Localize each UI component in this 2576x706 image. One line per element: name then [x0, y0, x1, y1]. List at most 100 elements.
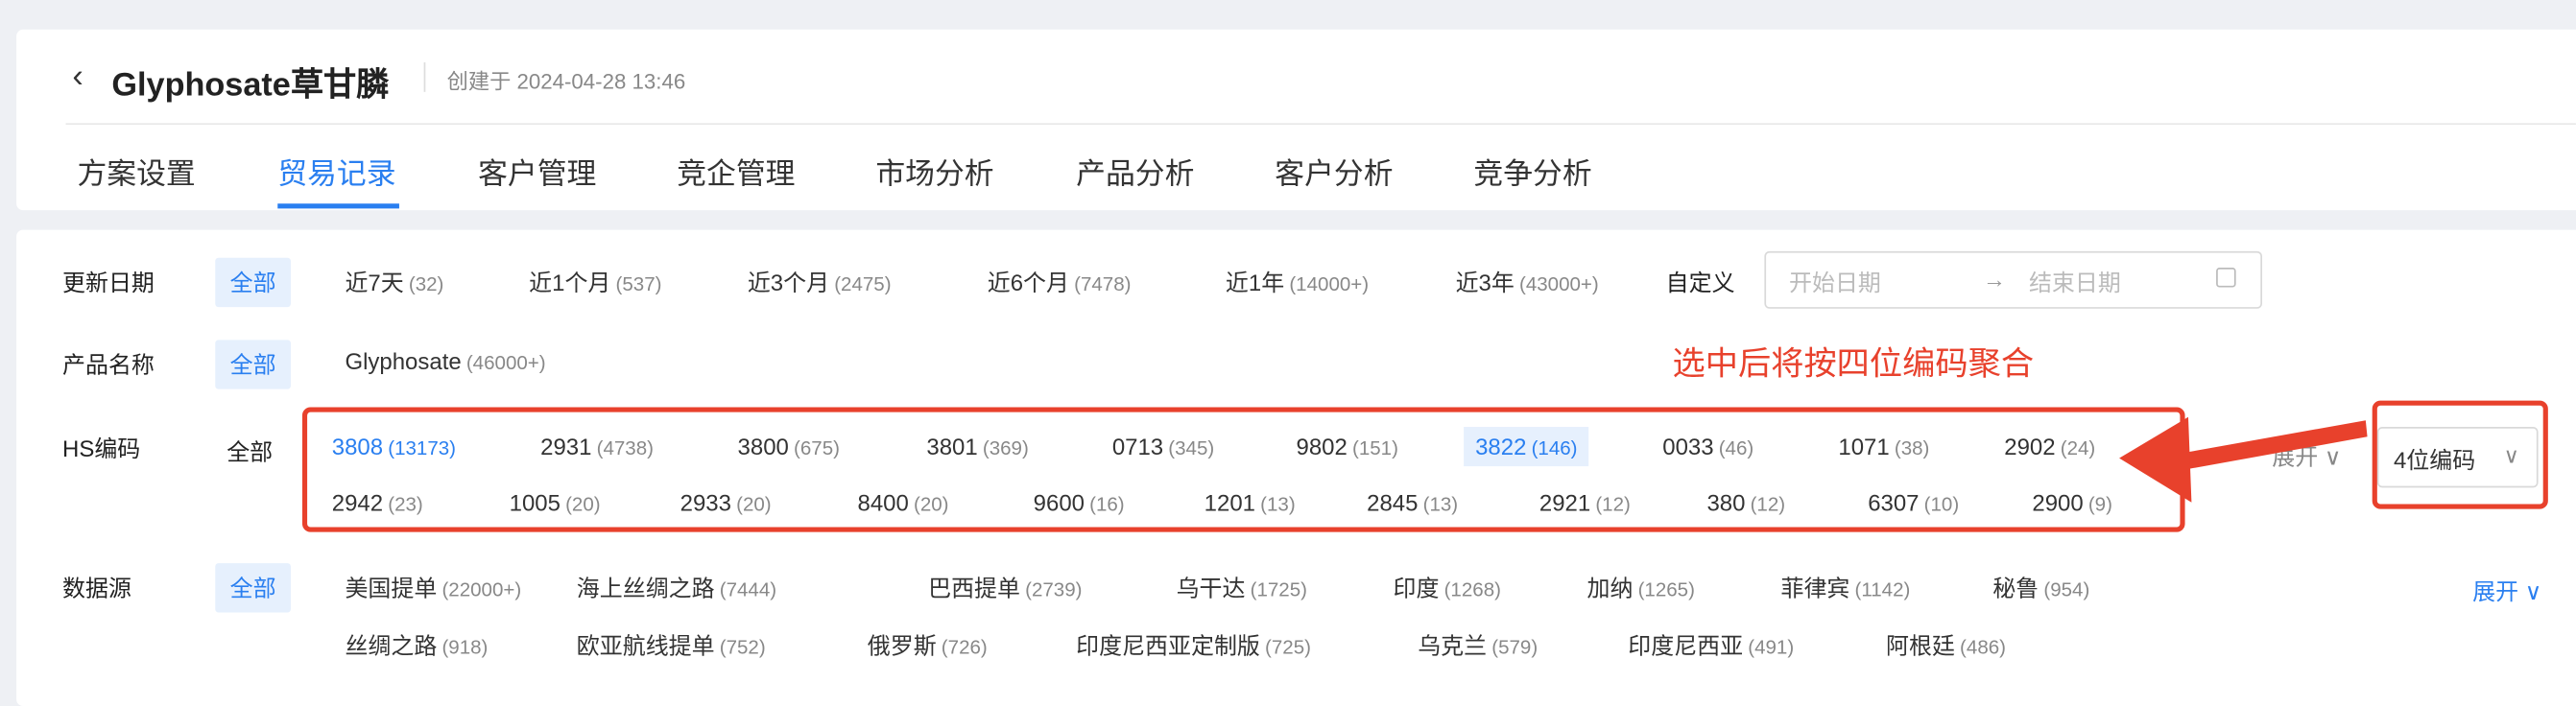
date-option[interactable]: 近7天 (32)	[345, 266, 443, 298]
hs-digit-select[interactable]: 4位编码 ∨	[2376, 427, 2539, 488]
tab-5[interactable]: 市场分析	[875, 157, 994, 191]
hs-option[interactable]: 1071 (38)	[1838, 434, 1929, 459]
hs-option[interactable]: 2921 (12)	[1539, 489, 1631, 515]
filter-label-date: 更新日期	[62, 269, 155, 296]
divider	[423, 62, 426, 92]
hs-option[interactable]: 0033 (46)	[1662, 434, 1753, 459]
date-option[interactable]: 近1年 (14000+)	[1226, 266, 1369, 298]
source-option-name: 乌克兰	[1418, 632, 1488, 659]
source-option[interactable]: 秘鲁 (954)	[1992, 572, 2089, 604]
source-option-count: (954)	[2043, 577, 2090, 601]
hs-option[interactable]: 1005 (20)	[510, 489, 601, 515]
hs-option[interactable]: 2933 (20)	[680, 489, 772, 515]
date-option-name: 近1年	[1225, 269, 1285, 296]
hs-option-name: 380	[1706, 489, 1746, 516]
source-option[interactable]: 美国提单 (22000+)	[345, 572, 521, 604]
hs-option-name: 0033	[1662, 433, 1714, 460]
hs-all-option[interactable]: 全部	[227, 438, 274, 465]
source-option-name: 巴西提单	[928, 575, 1020, 601]
source-option-name: 秘鲁	[1992, 575, 2039, 601]
tab-7[interactable]: 客户分析	[1275, 157, 1394, 191]
date-option[interactable]: 近3年 (43000+)	[1456, 266, 1599, 298]
hs-option-name: 1201	[1204, 489, 1256, 516]
filter-label-source: 数据源	[62, 575, 131, 601]
source-option[interactable]: 印度尼西亚定制版 (725)	[1076, 629, 1311, 662]
date-option[interactable]: 近1个月 (537)	[529, 266, 661, 298]
hs-option-name: 3800	[737, 433, 789, 460]
product-option-count: (46000+)	[465, 351, 546, 375]
date-option-name: 近1个月	[529, 269, 611, 296]
date-option-name: 近3个月	[747, 269, 830, 296]
source-option-name: 加纳	[1586, 575, 1634, 601]
hs-option[interactable]: 8400 (20)	[858, 489, 949, 515]
source-option-name: 俄罗斯	[867, 632, 937, 659]
hs-option-count: (23)	[388, 492, 423, 516]
hs-option[interactable]: 2902 (24)	[2004, 434, 2095, 459]
hs-option-count: (12)	[1750, 492, 1786, 516]
tab-4[interactable]: 竞企管理	[677, 157, 796, 191]
hs-option[interactable]: 9802 (151)	[1297, 434, 1398, 459]
product-option[interactable]: Glyphosate (46000+)	[345, 348, 545, 374]
custom-date-option[interactable]: 自定义	[1665, 269, 1735, 296]
hs-option[interactable]: 1201 (13)	[1205, 489, 1296, 515]
source-option[interactable]: 印度 (1268)	[1394, 572, 1501, 604]
source-option[interactable]: 巴西提单 (2739)	[928, 572, 1082, 604]
hs-option[interactable]: 380 (12)	[1706, 489, 1785, 515]
hs-option-count: (20)	[565, 492, 601, 516]
source-option[interactable]: 印度尼西亚 (491)	[1628, 629, 1794, 662]
hs-option-name: 3801	[926, 433, 978, 460]
source-option-name: 印度	[1393, 575, 1440, 601]
hs-option[interactable]: 3800 (675)	[738, 434, 840, 459]
source-option-name: 海上丝绸之路	[576, 575, 715, 601]
source-option[interactable]: 丝绸之路 (918)	[345, 629, 488, 662]
hs-option[interactable]: 2931 (4738)	[540, 434, 654, 459]
hs-option[interactable]: 3801 (369)	[926, 434, 1028, 459]
date-option[interactable]: 近6个月 (7478)	[988, 266, 1132, 298]
tab-1[interactable]: 方案设置	[77, 157, 196, 191]
divider	[65, 123, 2576, 126]
hs-option[interactable]: 3822 (146)	[1464, 427, 1589, 467]
start-date-input[interactable]: 开始日期	[1789, 269, 1881, 296]
hs-option[interactable]: 2942 (23)	[332, 489, 423, 515]
source-option[interactable]: 乌克兰 (579)	[1418, 629, 1538, 662]
hs-option[interactable]: 2845 (13)	[1367, 489, 1458, 515]
source-option-count: (752)	[719, 635, 766, 659]
date-all-tag[interactable]: 全部	[215, 257, 291, 308]
header-card	[16, 29, 2576, 211]
source-option[interactable]: 乌干达 (1725)	[1177, 572, 1307, 604]
source-option[interactable]: 菲律宾 (1142)	[1780, 572, 1910, 604]
tab-6[interactable]: 产品分析	[1076, 157, 1195, 191]
source-option-count: (1142)	[1854, 577, 1911, 601]
source-option[interactable]: 阿根廷 (486)	[1886, 629, 2006, 662]
tab-8[interactable]: 竞争分析	[1473, 157, 1592, 191]
source-expand-button[interactable]: 展开 ∨	[2472, 577, 2542, 604]
hs-option[interactable]: 9600 (16)	[1034, 489, 1125, 515]
date-range-picker[interactable]: 开始日期 → 结束日期	[1764, 250, 2263, 309]
annotation-arrow-head	[2119, 416, 2192, 503]
hs-option[interactable]: 6307 (10)	[1868, 489, 1959, 515]
tab-2[interactable]: 贸易记录	[277, 157, 396, 191]
hs-option-count: (13173)	[388, 436, 457, 460]
source-option[interactable]: 加纳 (1265)	[1587, 572, 1695, 604]
source-option-name: 欧亚航线提单	[576, 632, 715, 659]
tab-3[interactable]: 客户管理	[478, 157, 597, 191]
date-option-count: (14000+)	[1289, 272, 1370, 296]
date-option-name: 近6个月	[987, 269, 1069, 296]
source-option[interactable]: 俄罗斯 (726)	[868, 629, 988, 662]
hs-option-count: (675)	[794, 436, 840, 460]
back-chevron-icon[interactable]: ‹	[72, 59, 83, 96]
hs-option-count: (151)	[1351, 436, 1398, 460]
hs-option-name: 2931	[540, 433, 592, 460]
hs-option[interactable]: 2900 (9)	[2032, 489, 2112, 515]
source-all-tag[interactable]: 全部	[215, 563, 291, 613]
end-date-input[interactable]: 结束日期	[2028, 269, 2121, 296]
date-option[interactable]: 近3个月 (2475)	[748, 266, 892, 298]
hs-option[interactable]: 0713 (345)	[1112, 434, 1214, 459]
calendar-icon[interactable]	[2216, 268, 2236, 288]
product-all-tag[interactable]: 全部	[215, 340, 291, 389]
source-option[interactable]: 海上丝绸之路 (7444)	[577, 572, 776, 604]
source-option[interactable]: 欧亚航线提单 (752)	[577, 629, 766, 662]
annotation-text: 选中后将按四位编码聚合	[1672, 346, 2035, 383]
source-option-count: (22000+)	[441, 577, 522, 601]
hs-option[interactable]: 3808 (13173)	[332, 434, 456, 459]
